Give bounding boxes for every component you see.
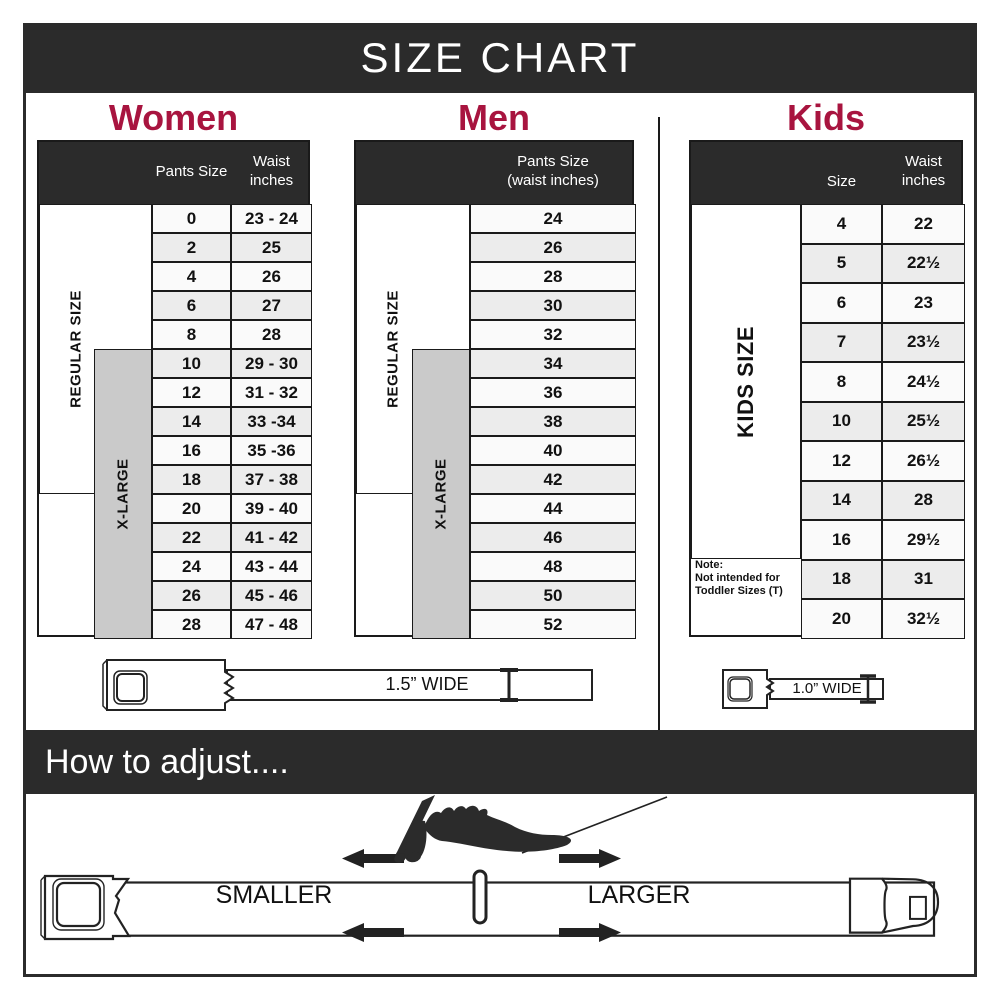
svg-text:1.0” WIDE: 1.0” WIDE — [792, 680, 861, 697]
svg-text:1.5” WIDE: 1.5” WIDE — [385, 674, 468, 694]
svg-text:SMALLER: SMALLER — [216, 881, 333, 909]
